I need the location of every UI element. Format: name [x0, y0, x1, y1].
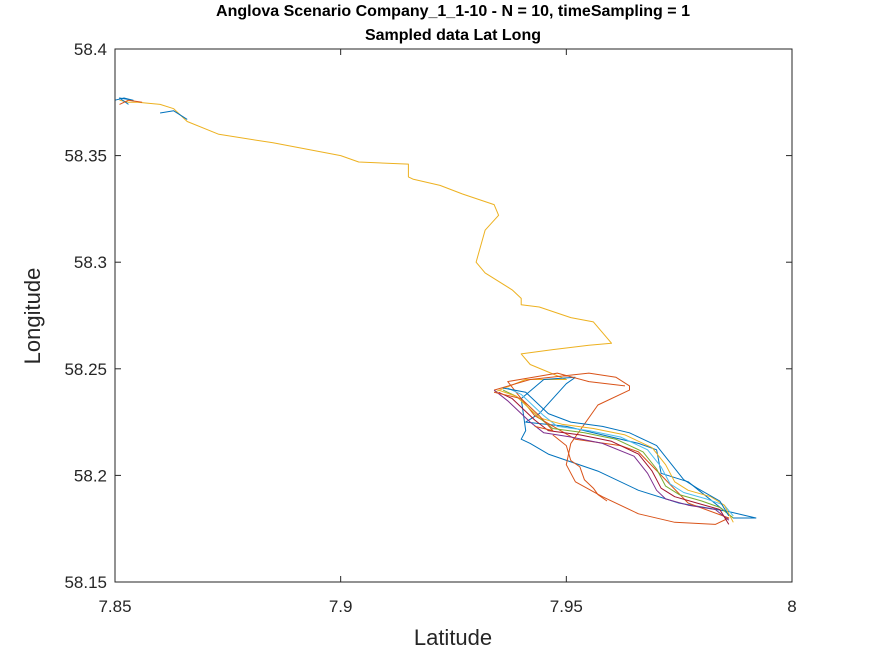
series-line-8 — [498, 391, 730, 525]
x-tick-label: 7.9 — [329, 597, 353, 616]
chart-title-line-1: Anglova Scenario Company_1_1-10 - N = 10… — [216, 3, 690, 20]
chart-title-line-2: Sampled data Lat Long — [365, 27, 541, 44]
y-tick-label: 58.15 — [64, 573, 107, 592]
y-axis-label: Longitude — [20, 268, 45, 365]
x-tick-label: 8 — [787, 597, 796, 616]
series-line-3 — [160, 110, 188, 120]
series-line-2 — [114, 97, 134, 105]
x-tick-label: 7.85 — [98, 597, 131, 616]
series-line-12 — [503, 387, 730, 517]
y-tick-label: 58.25 — [64, 360, 107, 379]
series-line-14 — [552, 434, 608, 502]
series-line-1 — [119, 99, 612, 393]
x-axis-ticks: 7.85 7.9 7.95 8 — [98, 49, 797, 616]
plot-area — [115, 49, 792, 582]
series-line-5 — [520, 376, 757, 519]
series-line-13 — [493, 391, 554, 432]
y-tick-label: 58.3 — [74, 253, 107, 272]
x-axis-label: Latitude — [414, 625, 492, 650]
y-tick-label: 58.2 — [74, 466, 107, 485]
x-tick-label: 7.95 — [550, 597, 583, 616]
series-line-7 — [493, 389, 730, 521]
series-line-4 — [119, 99, 143, 105]
y-tick-label: 58.4 — [74, 40, 107, 59]
series-line-11 — [498, 389, 734, 523]
data-series-group — [114, 97, 757, 525]
series-line-6 — [493, 372, 730, 525]
y-tick-label: 58.35 — [64, 147, 107, 166]
axes-box — [114, 48, 793, 583]
series-line-10 — [507, 387, 734, 517]
y-axis-ticks: 58.15 58.2 58.25 58.3 58.35 58.4 — [64, 40, 792, 592]
